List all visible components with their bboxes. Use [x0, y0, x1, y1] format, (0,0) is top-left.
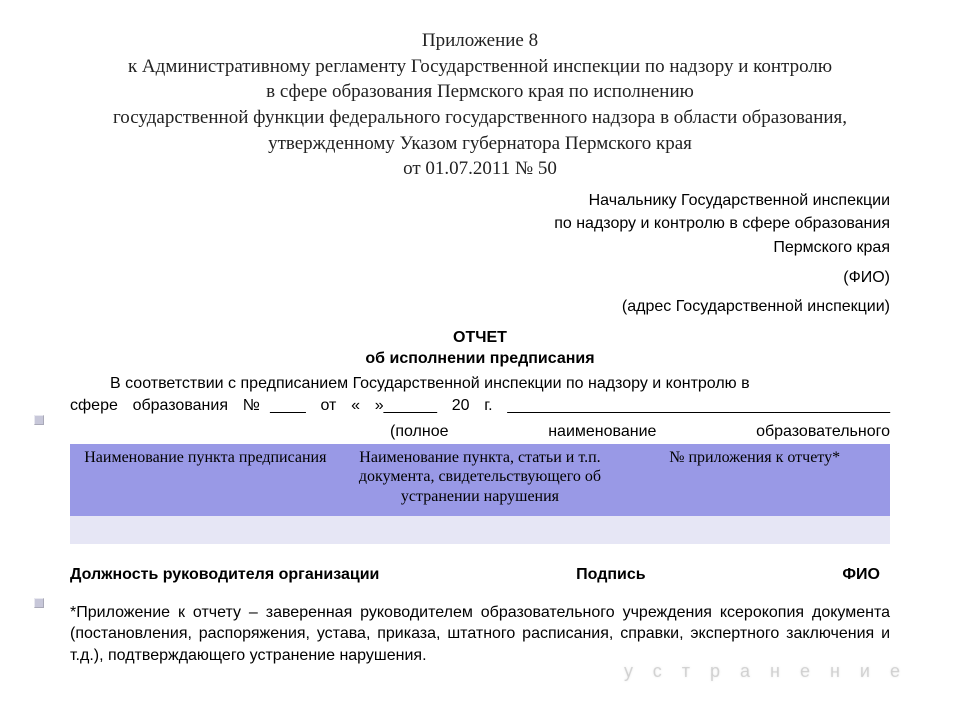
table-header-row: Наименование пункта предписания Наименов… — [70, 444, 890, 516]
table-header-cell: № приложения к отчету* — [619, 444, 890, 516]
body-subcaption: (полное наименование образовательного — [70, 421, 890, 443]
body-text: сфере образования №____ от « »______ 20 … — [70, 395, 890, 417]
addressee-fio: (ФИО) — [70, 267, 890, 289]
slide-bullet — [34, 598, 44, 608]
table-cell — [341, 516, 620, 544]
header-line: к Административному регламенту Государст… — [70, 54, 890, 80]
title-line: об исполнении предписания — [70, 349, 890, 370]
appendix-header: Приложение 8 к Административному регламе… — [70, 28, 890, 182]
report-title: ОТЧЕТ об исполнении предписания — [70, 328, 890, 370]
document-page: Приложение 8 к Административному регламе… — [0, 0, 960, 687]
body-paragraph: В соответствии с предписанием Государств… — [70, 373, 890, 416]
header-line: в сфере образования Пермского края по ис… — [70, 79, 890, 105]
footnote: *Приложение к отчету – заверенная руково… — [70, 602, 890, 667]
signature-fio: ФИО — [842, 566, 880, 584]
header-line: Приложение 8 — [70, 28, 890, 54]
addressee-block: Начальнику Государственной инспекции по … — [70, 190, 890, 318]
table-cell — [70, 516, 341, 544]
addressee-line: Пермского края — [70, 237, 890, 259]
addressee-line: Начальнику Государственной инспекции — [70, 190, 890, 212]
table-row — [70, 516, 890, 544]
slide-bullet — [34, 415, 44, 425]
header-line: утвержденному Указом губернатора Пермско… — [70, 131, 890, 157]
addressee-line: по надзору и контролю в сфере образовани… — [70, 213, 890, 235]
addressee-address: (адрес Государственной инспекции) — [70, 296, 890, 318]
table-header-cell: Наименование пункта, статьи и т.п. докум… — [341, 444, 620, 516]
report-table: Наименование пункта предписания Наименов… — [70, 444, 890, 544]
table-cell — [619, 516, 890, 544]
title-line: ОТЧЕТ — [70, 328, 890, 349]
body-text: В соответствии с предписанием Государств… — [110, 375, 750, 392]
signature-position: Должность руководителя организации — [70, 566, 379, 584]
signature-sign: Подпись — [576, 566, 645, 584]
header-line: государственной функции федерального гос… — [70, 105, 890, 131]
header-line: от 01.07.2011 № 50 — [70, 156, 890, 182]
table-header-cell: Наименование пункта предписания — [70, 444, 341, 516]
signature-row: Должность руководителя организации Подпи… — [70, 566, 890, 584]
